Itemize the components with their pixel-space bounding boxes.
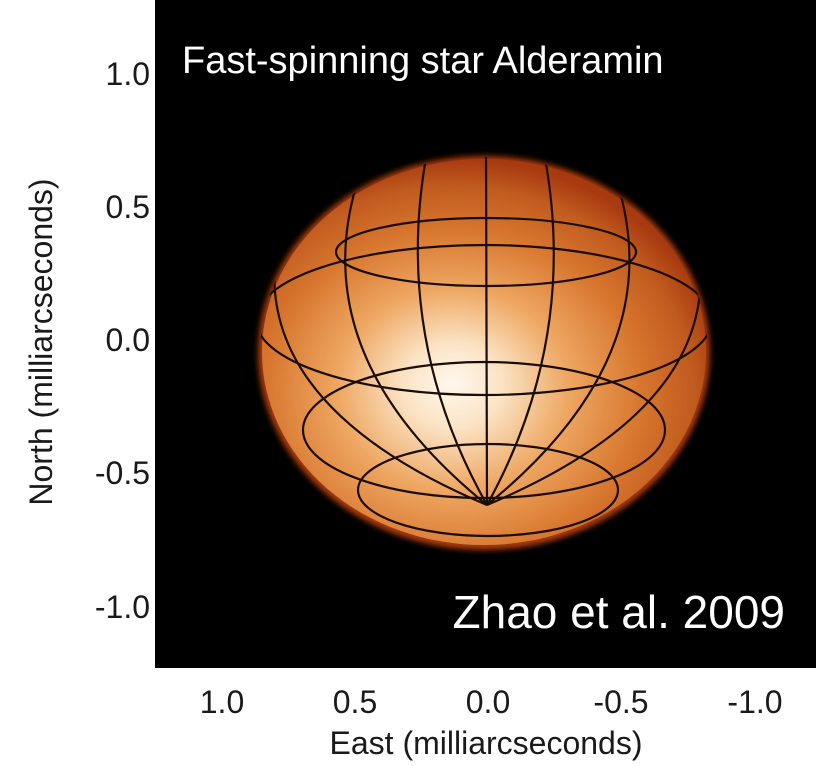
y-axis-title: North (milliarcseconds)	[23, 178, 59, 505]
meridian-line	[486, 261, 702, 507]
y-tick-label: 1.0	[106, 56, 150, 92]
y-tick-label: -1.0	[95, 589, 150, 625]
y-axis-tick-marks	[155, 72, 174, 607]
x-axis-title: East (milliarcseconds)	[330, 725, 643, 761]
meridian-line	[416, 157, 488, 506]
x-axis-tick-marks	[221, 651, 756, 668]
star-disk	[258, 156, 710, 550]
x-tick-label: -1.0	[727, 684, 782, 720]
star-coordinate-grid	[260, 157, 708, 538]
figure-title: Fast-spinning star Alderamin	[182, 40, 664, 82]
x-axis: 1.0 0.5 0.0 -0.5 -1.0 East (milliarcseco…	[200, 651, 783, 761]
credit-text: Zhao et al. 2009	[453, 586, 785, 638]
latitude-line	[260, 243, 708, 397]
meridian-line	[344, 189, 488, 506]
latitude-line	[356, 442, 620, 538]
x-tick-label: 0.0	[466, 684, 510, 720]
y-tick-label: 0.0	[106, 322, 150, 358]
y-tick-label: -0.5	[95, 455, 150, 491]
meridian-line	[486, 157, 555, 506]
x-tick-label: -0.5	[593, 684, 648, 720]
meridian-line	[484, 157, 489, 506]
meridian-line	[486, 191, 631, 506]
x-tick-label: 1.0	[200, 684, 244, 720]
y-axis: 1.0 0.5 0.0 -0.5 -1.0 North (milliarcsec…	[23, 56, 174, 625]
y-tick-label: 0.5	[106, 189, 150, 225]
x-tick-label: 0.5	[333, 684, 377, 720]
meridian-line	[273, 259, 488, 507]
